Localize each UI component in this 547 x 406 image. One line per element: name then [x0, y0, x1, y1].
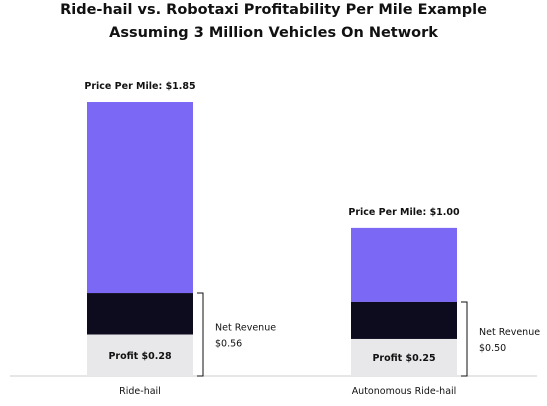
- bar-remaining-autonomous-ride-hail: [351, 228, 457, 302]
- x-tick-label-ride-hail: Ride-hail: [119, 386, 161, 397]
- net-revenue-value-autonomous-ride-hail: $0.50: [479, 343, 506, 354]
- bar-costs-autonomous-ride-hail: [351, 302, 457, 339]
- price-label-autonomous-ride-hail: Price Per Mile: $1.00: [348, 207, 460, 218]
- net-revenue-value-ride-hail: $0.56: [215, 339, 242, 350]
- chart-title-line-2: Assuming 3 Million Vehicles On Network: [109, 25, 438, 41]
- bars-layer: Price Per Mile: $1.85 Profit $0.28 Ride-ha…: [10, 81, 540, 397]
- bar-costs-ride-hail: [87, 293, 193, 334]
- x-tick-label-autonomous-ride-hail: Autonomous Ride-hail: [352, 386, 457, 397]
- net-revenue-bracket-autonomous-ride-hail: [461, 302, 467, 376]
- bar-remaining-ride-hail: [87, 102, 193, 293]
- net-revenue-bracket-ride-hail: [197, 293, 203, 376]
- profit-label-autonomous-ride-hail: Profit $0.25: [372, 353, 435, 364]
- chart-title-line-1: Ride-hail vs. Robotaxi Profitability Per…: [60, 2, 487, 18]
- profit-label-ride-hail: Profit $0.28: [108, 351, 172, 362]
- price-label-ride-hail: Price Per Mile: $1.85: [84, 81, 195, 92]
- net-revenue-label-autonomous-ride-hail: Net Revenue: [479, 327, 540, 338]
- net-revenue-label-ride-hail: Net Revenue: [215, 323, 276, 334]
